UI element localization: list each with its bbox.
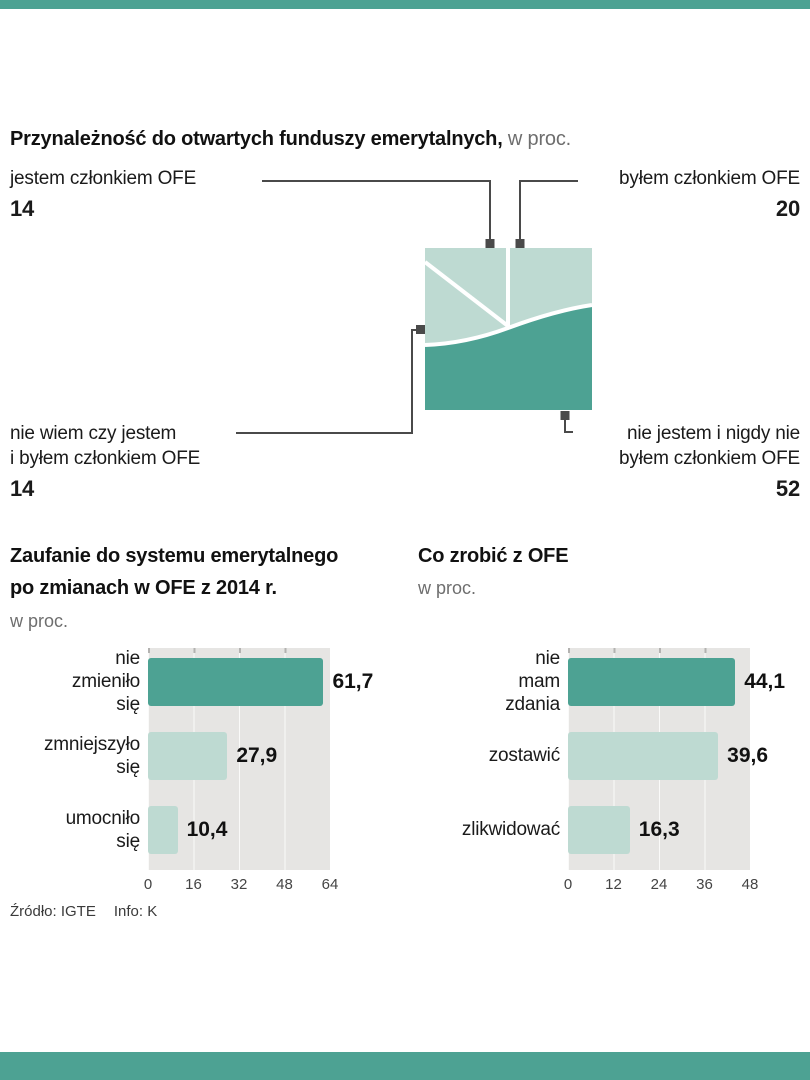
callout-bylem: byłem członkiem OFE 20 bbox=[619, 166, 800, 221]
tick-label: 16 bbox=[185, 876, 202, 893]
page-title: Przynależność do otwartych funduszy emer… bbox=[10, 128, 571, 151]
category-line: zlikwidować bbox=[461, 819, 560, 840]
left-chart-title-line1: Zaufanie do systemu emerytalnego bbox=[10, 545, 339, 567]
right-chart-subtitle: w proc. bbox=[418, 578, 477, 598]
tick-label: 32 bbox=[230, 876, 248, 893]
right-category-zostawic: zostawić bbox=[420, 744, 560, 767]
connector-jestem bbox=[262, 180, 491, 239]
callout-label-line1: nie jestem i nigdy nie bbox=[626, 423, 800, 444]
segment-light-area bbox=[425, 248, 592, 345]
divider-diagonal bbox=[423, 260, 510, 328]
category-line: zmniejszyło bbox=[44, 734, 140, 755]
divider-dark-light bbox=[424, 303, 593, 347]
category-line: zdania bbox=[505, 694, 560, 715]
left-chart-title-line2: po zmianach w OFE z 2014 r. bbox=[10, 577, 277, 599]
source-text: Źródło: IGTE bbox=[10, 903, 96, 920]
bar-umocnilo-sie bbox=[148, 806, 178, 854]
tick-label: 24 bbox=[650, 876, 668, 893]
tick-label: 64 bbox=[321, 876, 339, 893]
bar-row: 39,6 bbox=[568, 732, 768, 780]
connector-nie-wiem bbox=[236, 329, 416, 434]
marker-nie-jestem bbox=[560, 411, 570, 420]
category-line: się bbox=[116, 694, 140, 715]
bar-zlikwidowac bbox=[568, 806, 630, 854]
page-title-bold: Przynależność do otwartych funduszy emer… bbox=[10, 128, 503, 150]
left-chart-plot-area: 61,7 27,9 10,4 bbox=[148, 648, 373, 870]
bottom-accent-bar bbox=[0, 1052, 810, 1080]
segment-nie-jestem bbox=[425, 248, 592, 410]
page-title-suffix: w proc. bbox=[507, 128, 571, 150]
right-category-nie-mam-zdania: nie mam zdania bbox=[420, 647, 560, 716]
right-chart-title: Co zrobić z OFE bbox=[418, 540, 569, 572]
bar-nie-zmienilo-sie bbox=[148, 658, 324, 706]
marker-nie-wiem bbox=[416, 325, 425, 334]
category-line: się bbox=[116, 757, 140, 778]
callout-label-line2: byłem członkiem OFE bbox=[619, 448, 800, 469]
bar-row: 16,3 bbox=[568, 806, 750, 854]
value-label: 44,1 bbox=[744, 670, 786, 693]
value-label: 39,6 bbox=[727, 744, 769, 767]
source-line: Źródło: IGTE Info: K bbox=[10, 903, 157, 920]
category-line: nie bbox=[535, 648, 560, 669]
bar-zmniejszylo-sie bbox=[148, 732, 228, 780]
category-line: zostawić bbox=[488, 745, 560, 766]
callout-value: 14 bbox=[10, 476, 35, 501]
left-chart-x-axis: 0 16 32 48 64 bbox=[144, 876, 339, 894]
tick-label: 0 bbox=[563, 876, 573, 893]
bar-row: 44,1 bbox=[568, 658, 785, 706]
value-label: 10,4 bbox=[186, 818, 228, 841]
left-category-nie-zmienilo-sie: nie zmieniło się bbox=[0, 647, 140, 716]
bar-zostawic bbox=[568, 732, 719, 780]
left-category-zmniejszylo-sie: zmniejszyło się bbox=[0, 733, 140, 779]
tick-label: 48 bbox=[276, 876, 293, 893]
callout-value: 14 bbox=[10, 196, 35, 221]
bar-row: 27,9 bbox=[148, 732, 330, 780]
right-chart-plot-area: 44,1 39,6 16,3 bbox=[568, 648, 785, 870]
callout-value: 52 bbox=[775, 476, 800, 501]
callout-label-line1: nie wiem czy jestem bbox=[10, 423, 177, 444]
tick-label: 48 bbox=[741, 876, 759, 893]
marker-bylem bbox=[515, 239, 525, 248]
tick-label: 36 bbox=[696, 876, 713, 893]
top-accent-bar bbox=[0, 0, 810, 9]
left-chart-subtitle: w proc. bbox=[10, 611, 69, 631]
callout-label: jestem członkiem OFE bbox=[10, 168, 197, 189]
value-label: 27,9 bbox=[236, 744, 278, 767]
callout-jestem: jestem członkiem OFE 14 bbox=[10, 166, 196, 221]
callout-value: 20 bbox=[775, 196, 800, 221]
right-category-zlikwidowac: zlikwidować bbox=[420, 818, 560, 841]
callout-label: byłem członkiem OFE bbox=[619, 168, 800, 189]
tick-label: 0 bbox=[143, 876, 153, 893]
connector-bylem bbox=[519, 180, 578, 239]
value-label: 61,7 bbox=[332, 670, 374, 693]
right-chart-title-line1: Co zrobić z OFE bbox=[418, 545, 569, 567]
category-line: zmieniło bbox=[71, 671, 140, 692]
value-label: 16,3 bbox=[638, 818, 680, 841]
category-line: się bbox=[116, 831, 140, 852]
bar-row: 61,7 bbox=[148, 658, 373, 706]
category-line: mam bbox=[518, 671, 560, 692]
callout-nie-jestem: nie jestem i nigdy nie byłem członkiem O… bbox=[619, 421, 800, 501]
connector-nie-jestem bbox=[564, 420, 573, 433]
category-line: nie bbox=[115, 648, 140, 669]
callout-label-line2: i byłem członkiem OFE bbox=[10, 448, 201, 469]
right-chart-x-axis: 0 12 24 36 48 bbox=[564, 876, 759, 894]
left-chart-title: Zaufanie do systemu emerytalnego po zmia… bbox=[10, 540, 338, 604]
category-line: umocniło bbox=[65, 808, 141, 829]
callout-nie-wiem: nie wiem czy jestem i byłem członkiem OF… bbox=[10, 421, 200, 501]
tick-label: 12 bbox=[605, 876, 622, 893]
marker-jestem bbox=[485, 239, 495, 248]
bar-row: 10,4 bbox=[148, 806, 330, 854]
bar-nie-mam-zdania bbox=[568, 658, 736, 706]
info-text: Info: K bbox=[113, 903, 158, 920]
left-category-umocnilo-sie: umocniło się bbox=[0, 807, 141, 853]
